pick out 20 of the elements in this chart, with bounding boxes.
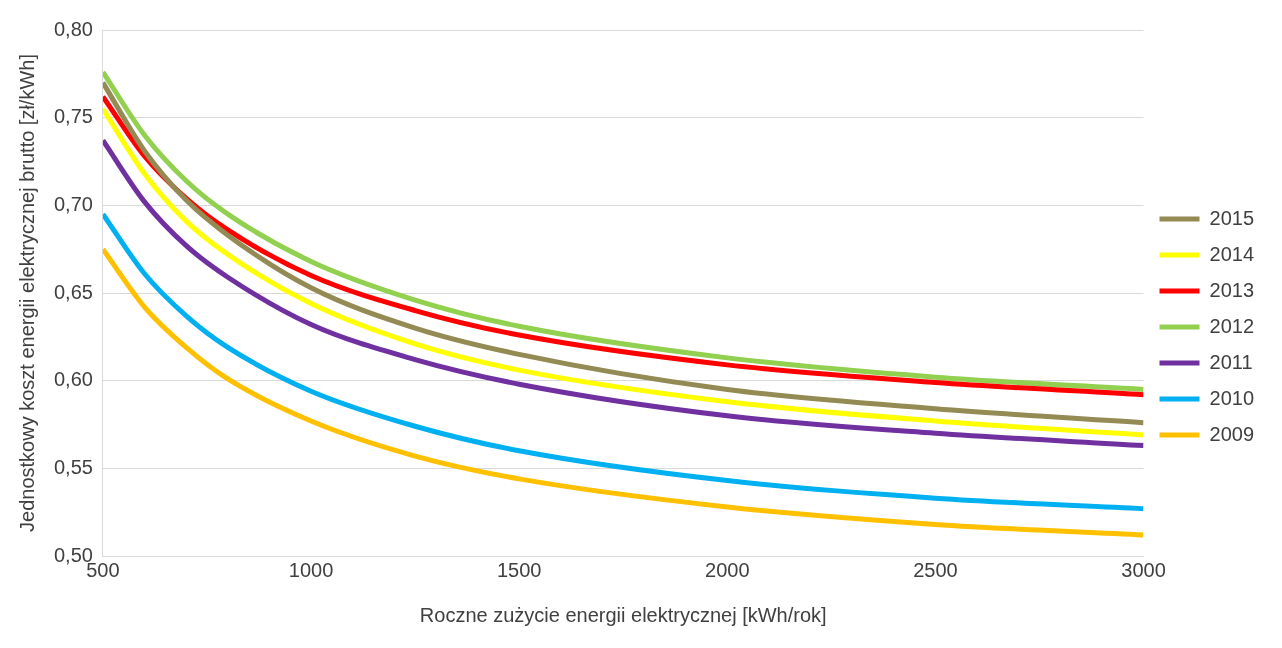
legend-label: 2010	[1209, 386, 1255, 409]
x-tick-label: 2500	[913, 558, 958, 581]
x-axis-title: Roczne zużycie energii elektrycznej [kWh/rok]	[419, 603, 827, 626]
x-tick-label: 3000	[1121, 558, 1166, 581]
y-tick-label: 0,75	[53, 105, 93, 128]
legend-label: 2015	[1209, 206, 1255, 229]
y-tick-label: 0,70	[53, 192, 93, 215]
y-tick-label: 0,65	[53, 280, 93, 303]
x-tick-label: 1000	[288, 558, 334, 581]
y-axis-title: Jednostkowy koszt energii elektrycznej brutto [zł/kWh]	[15, 54, 38, 532]
x-tick-label: 2000	[705, 558, 750, 581]
legend-label: 2009	[1209, 422, 1255, 445]
y-tick-label: 0,60	[53, 368, 93, 391]
legend-label: 2014	[1209, 242, 1255, 265]
y-tick-label: 0,55	[53, 455, 93, 478]
legend-label: 2012	[1209, 314, 1255, 337]
legend-label: 2013	[1209, 278, 1255, 301]
legend-label: 2011	[1209, 350, 1253, 373]
x-tick-label: 1500	[496, 558, 542, 581]
y-tick-label: 0,80	[53, 17, 93, 40]
